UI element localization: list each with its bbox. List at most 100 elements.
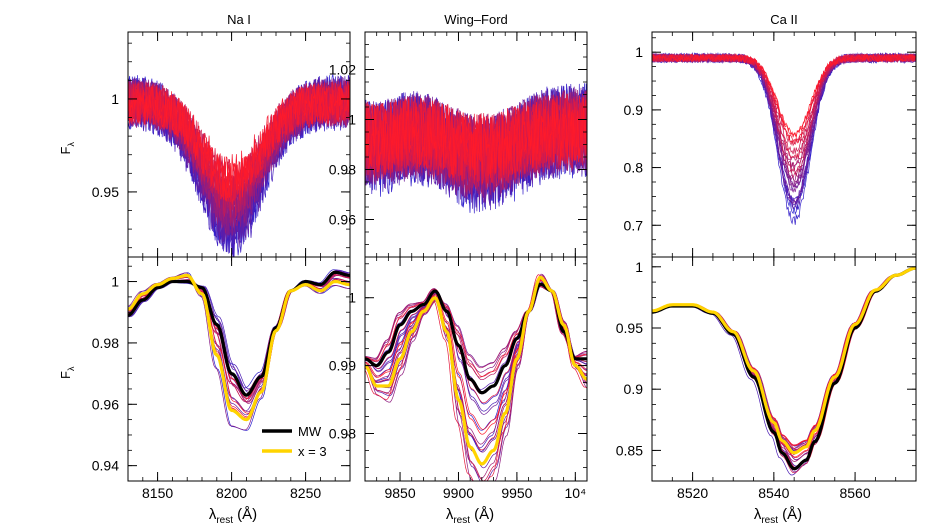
- y-axis-label: Fλ: [58, 142, 76, 155]
- model-spectrum-line: [128, 276, 350, 414]
- model-spectrum-line: [128, 275, 350, 420]
- spectrum-line: [652, 52, 916, 211]
- x-tick-label: 8560: [839, 485, 870, 501]
- model-spectrum-line: [365, 280, 587, 430]
- y-tick-label: 1: [635, 44, 643, 60]
- axes-frame: [651, 256, 917, 482]
- y-tick-label: 1: [111, 91, 119, 107]
- spectrum-line: [365, 97, 587, 182]
- series-x-3: [652, 266, 916, 455]
- model-spectrum-line: [652, 267, 916, 446]
- x-axis-label: λrest (Å): [446, 506, 494, 523]
- model-spectrum-line: [652, 267, 916, 458]
- spectrum-line: [652, 53, 916, 144]
- spectrum-line: [652, 53, 916, 145]
- x-tick-label: 10⁴: [565, 485, 587, 501]
- y-tick-label: 1: [348, 112, 356, 128]
- spectrum-line: [652, 52, 916, 210]
- y-tick-label: 0.85: [616, 442, 643, 458]
- panel-title: Wing–Ford: [444, 12, 508, 27]
- legend-label: x = 3: [298, 444, 327, 459]
- model-spectrum-line: [652, 267, 916, 452]
- panel-wf-bottom: 0.98 0.99 1 9850 9900 9950 10⁴ λrest (Å): [329, 256, 588, 523]
- model-spectrum-line: [652, 267, 916, 449]
- model-spectrum-line: [128, 272, 350, 431]
- model-spectrum-line: [128, 275, 350, 418]
- y-tick-label: 0.99: [329, 358, 356, 374]
- x-tick-label: 8250: [290, 485, 321, 501]
- model-spectrum-line: [652, 267, 916, 461]
- model-spectrum-line: [652, 267, 916, 452]
- x-tick-label: 9850: [384, 485, 415, 501]
- y-tick-label: 0.9: [624, 102, 644, 118]
- spectrum-line: [652, 52, 916, 168]
- model-spectrum-line: [652, 267, 916, 447]
- spectrum-line: [652, 53, 916, 147]
- panel-caii-bottom: 0.85 0.9 0.95 1 8520 8540 8560 λrest (Å): [616, 256, 917, 523]
- model-spectrum-line: [652, 267, 916, 450]
- model-spectrum-line: [652, 267, 916, 452]
- series-x-3: [128, 273, 350, 422]
- model-spectrum-line: [652, 267, 916, 458]
- model-spectrum-line: [652, 267, 916, 456]
- panel-nai-bottom: 0.94 0.96 0.98 1 8150 8200 8250 Fλ λrest (Å) MW x …: [58, 256, 351, 523]
- spectrum-line: [128, 84, 350, 202]
- legend-label: MW: [298, 424, 322, 439]
- y-tick-label: 1: [635, 259, 643, 275]
- model-spectrum-line: [652, 267, 916, 461]
- plot-area: [652, 266, 916, 476]
- panel-title: Ca II: [770, 12, 797, 27]
- panel-title: Na I: [227, 12, 251, 27]
- panel-caii-top: 0.7 0.8 0.9 1 Ca II: [624, 12, 917, 258]
- model-spectrum-line: [652, 267, 916, 451]
- series-x-3: [365, 275, 587, 466]
- x-axis-label: λrest (Å): [754, 506, 802, 523]
- x-axis-label: λrest (Å): [209, 506, 257, 523]
- plot-area: [128, 74, 350, 257]
- model-spectrum-line: [652, 267, 916, 454]
- model-spectrum-line: [652, 267, 916, 449]
- y-tick-label: 0.7: [624, 217, 644, 233]
- y-tick-label: 0.98: [329, 162, 356, 178]
- y-tick-label: 0.94: [92, 458, 119, 474]
- legend: MW x = 3: [262, 424, 327, 459]
- plot-area: [365, 273, 587, 481]
- y-axis-label: Fλ: [58, 366, 76, 379]
- model-spectrum-line: [365, 279, 587, 435]
- y-tick-label: 0.96: [329, 212, 356, 228]
- model-spectrum-line: [128, 272, 350, 431]
- model-spectrum-line: [128, 275, 350, 419]
- model-spectrum-line: [128, 275, 350, 419]
- model-spectrum-line: [652, 267, 916, 446]
- spectrum-line: [652, 52, 916, 175]
- y-tick-label: 0.95: [92, 184, 119, 200]
- y-tick-label: 0.95: [616, 320, 643, 336]
- axes-frame: [364, 256, 588, 482]
- panel-nai-top: 0.95 1 Na I Fλ: [58, 12, 351, 258]
- axes-frame: [127, 256, 351, 482]
- y-tick-label: 1: [111, 274, 119, 290]
- panel-wf-top: 0.96 0.98 1 1.02 Wing–Ford: [329, 12, 588, 258]
- y-tick-label: 0.98: [92, 335, 119, 351]
- x-tick-label: 8520: [677, 485, 708, 501]
- y-tick-label: 0.96: [92, 396, 119, 412]
- series-mw: [652, 266, 916, 471]
- model-spectrum-line: [652, 267, 916, 462]
- model-spectrum-line: [128, 276, 350, 413]
- y-tick-label: 0.9: [624, 381, 644, 397]
- spectrum-line: [652, 53, 916, 138]
- plot-area: [365, 83, 587, 214]
- x-tick-label: 8200: [216, 485, 247, 501]
- plot-area: [128, 269, 350, 431]
- x-tick-label: 9900: [443, 485, 474, 501]
- model-spectrum-line: [652, 267, 916, 447]
- y-tick-label: 0.8: [624, 160, 644, 176]
- y-tick-label: 1: [348, 290, 356, 306]
- y-tick-label: 1.02: [329, 62, 356, 78]
- series-mw: [128, 270, 350, 397]
- plot-area: [652, 51, 916, 225]
- model-spectrum-line: [652, 267, 916, 453]
- x-tick-label: 9950: [501, 485, 532, 501]
- spectrum-line: [652, 53, 916, 138]
